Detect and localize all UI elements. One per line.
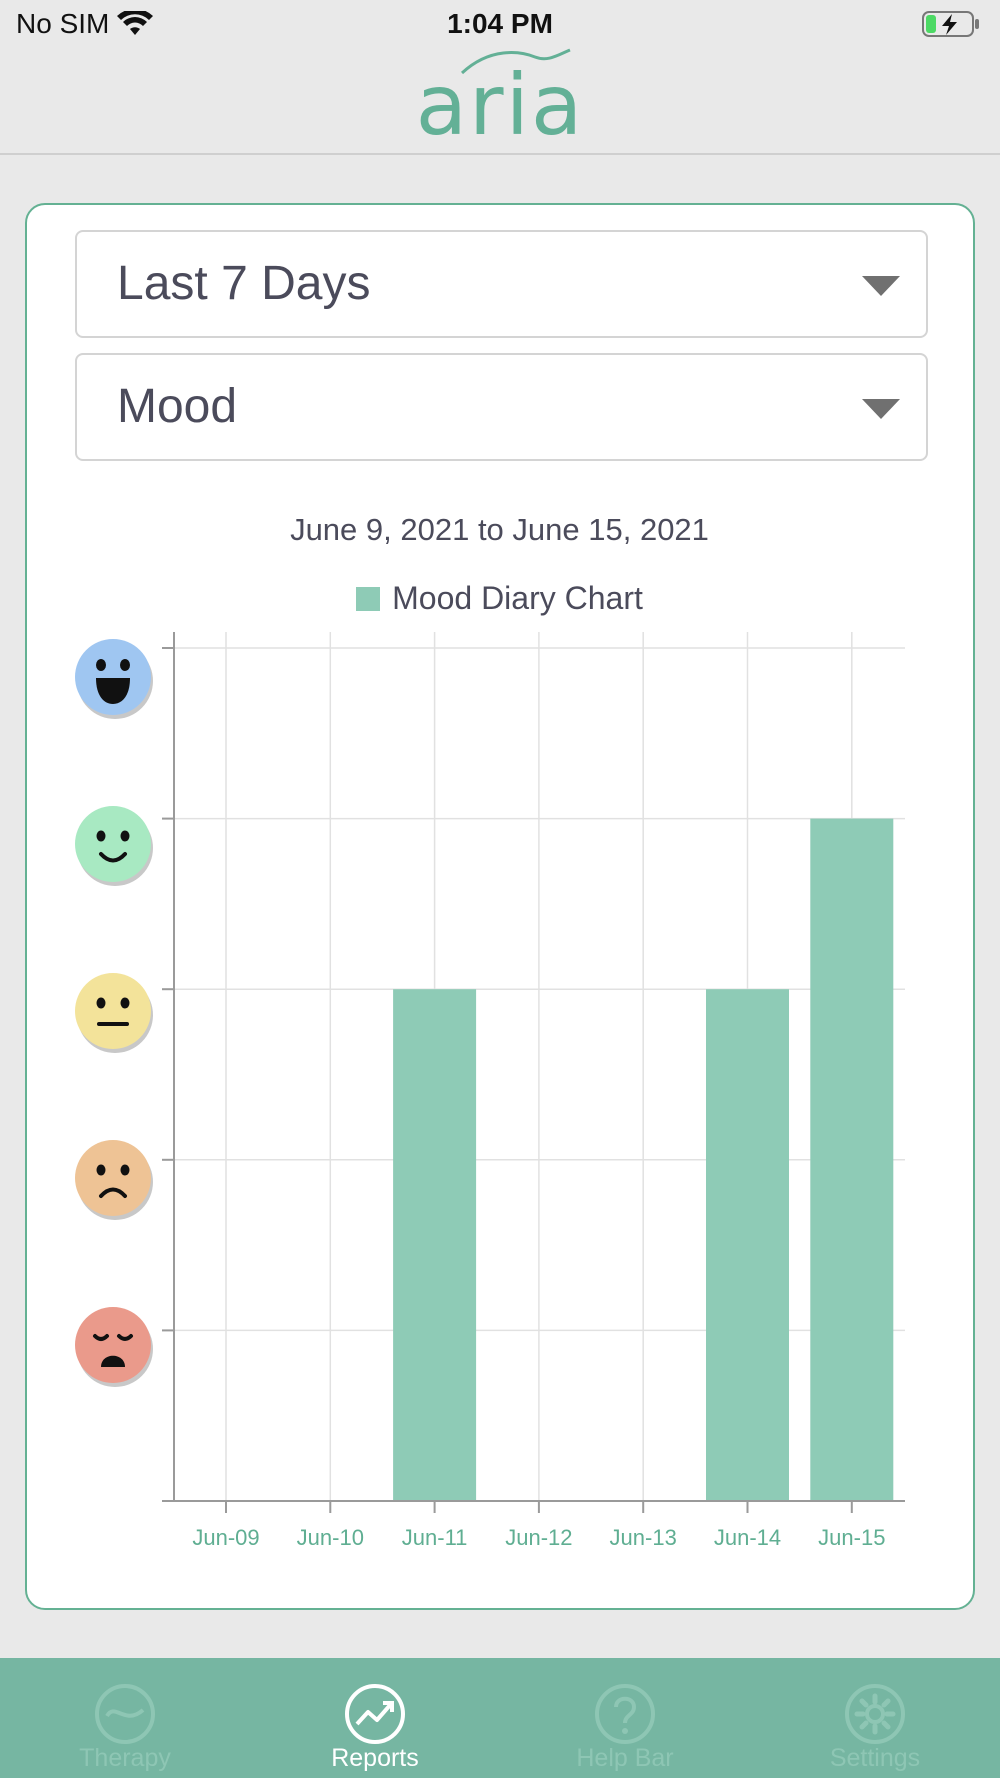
bar-jun-14 xyxy=(706,989,789,1501)
tab-label: Reports xyxy=(331,1744,419,1772)
neutral-face-icon xyxy=(75,973,153,1053)
tab-settings[interactable]: Settings xyxy=(750,1658,1000,1778)
x-tick-label: Jun-09 xyxy=(192,1525,259,1550)
tab-help-bar[interactable]: Help Bar xyxy=(500,1658,750,1778)
report-card: Last 7 Days Mood June 9, 2021 to June 15… xyxy=(25,203,975,1610)
reports-trend-icon xyxy=(345,1684,405,1744)
bar-jun-15 xyxy=(810,818,894,1501)
settings-gear-icon xyxy=(845,1684,905,1744)
period-value: Last 7 Days xyxy=(117,257,371,310)
help-question-icon xyxy=(595,1684,655,1744)
sad-face-icon xyxy=(75,1140,153,1220)
period-dropdown[interactable]: Last 7 Days xyxy=(75,230,928,338)
carrier-info: No SIM xyxy=(16,8,154,40)
very-happy-face-icon xyxy=(75,639,153,719)
status-bar: No SIM 1:04 PM xyxy=(0,0,1000,50)
x-tick-label: Jun-11 xyxy=(402,1525,468,1550)
chart-legend: Mood Diary Chart xyxy=(27,580,972,617)
x-tick-label: Jun-13 xyxy=(610,1525,677,1550)
x-tick-label: Jun-10 xyxy=(297,1525,364,1550)
wifi-icon xyxy=(117,11,154,35)
app-header: aria xyxy=(0,40,1000,155)
aria-logo: aria xyxy=(410,45,590,154)
chevron-down-icon xyxy=(862,399,900,419)
legend-label: Mood Diary Chart xyxy=(392,580,643,616)
happy-face-icon xyxy=(75,806,153,886)
metric-dropdown[interactable]: Mood xyxy=(75,353,928,461)
x-tick-label: Jun-12 xyxy=(505,1525,572,1550)
bar-jun-11 xyxy=(393,989,477,1501)
tab-label: Settings xyxy=(829,1744,921,1772)
clock: 1:04 PM xyxy=(447,8,553,39)
x-tick-label: Jun-15 xyxy=(818,1525,885,1550)
x-tick-label: Jun-14 xyxy=(714,1525,781,1550)
tab-label: Therapy xyxy=(79,1744,171,1772)
tab-therapy[interactable]: Therapy xyxy=(0,1658,250,1778)
chevron-down-icon xyxy=(862,276,900,296)
legend-swatch xyxy=(356,586,381,611)
tab-label: Help Bar xyxy=(576,1744,674,1772)
metric-value: Mood xyxy=(117,380,238,433)
chart-subtitle: June 9, 2021 to June 15, 2021 xyxy=(290,512,709,547)
very-sad-face-icon xyxy=(75,1307,153,1387)
mood-bar-chart: Jun-09 Jun-10 Jun-11 Jun-12 Jun-13 Jun-14 Jun-… xyxy=(162,632,905,1550)
tab-reports[interactable]: Reports xyxy=(250,1658,500,1778)
battery-charging-icon xyxy=(922,11,979,37)
carrier-label: No SIM xyxy=(16,8,110,39)
therapy-wave-icon xyxy=(95,1684,155,1744)
tab-bar: Therapy Reports Help Bar Settings xyxy=(0,1658,1000,1778)
logo-text: aria xyxy=(415,56,585,154)
